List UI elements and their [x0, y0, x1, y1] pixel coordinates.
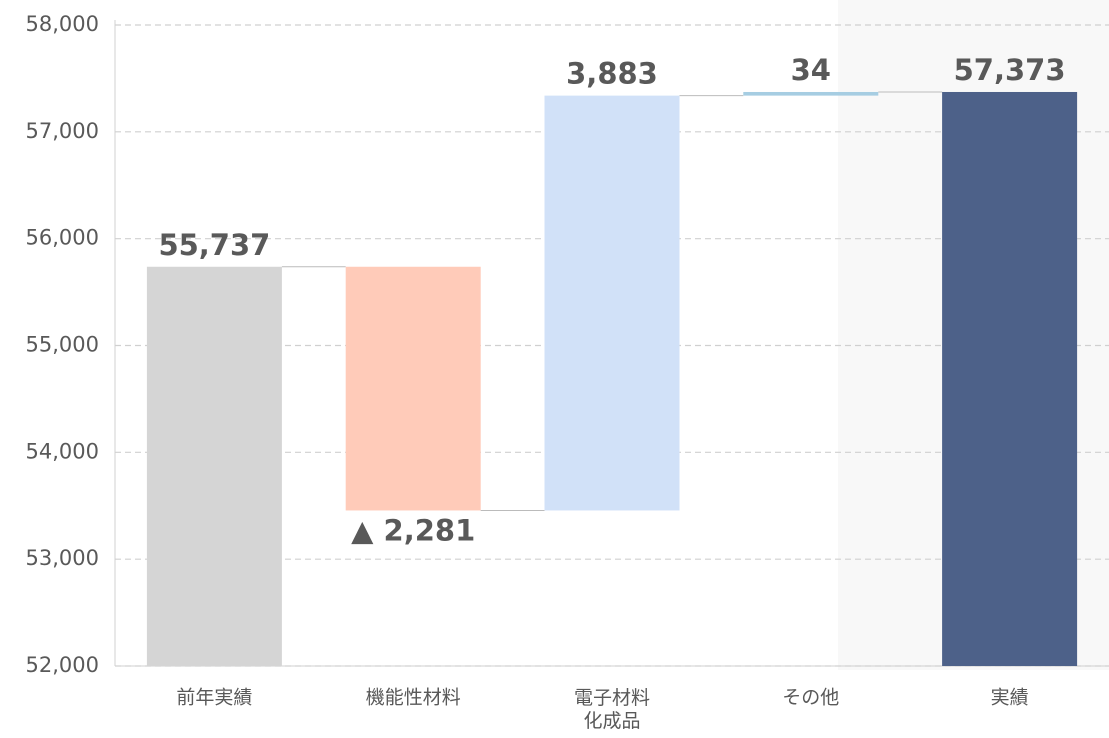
- y-tick-label: 52,000: [26, 653, 99, 677]
- bar: [345, 266, 481, 511]
- value-label: 3,883: [566, 57, 658, 91]
- value-label: ▲ 2,281: [351, 513, 475, 547]
- bar: [942, 91, 1078, 666]
- x-tick-label: 実績: [991, 687, 1029, 709]
- bar: [544, 95, 680, 511]
- bar: [743, 91, 879, 96]
- y-tick-label: 58,000: [26, 12, 99, 36]
- x-tick-label: 機能性材料: [366, 687, 461, 709]
- y-tick-label: 53,000: [26, 546, 99, 570]
- y-tick-label: 56,000: [26, 226, 99, 250]
- value-label: 34: [791, 53, 831, 87]
- x-tick-label: 電子材料化成品: [574, 687, 650, 732]
- x-tick-label: 前年実績: [176, 687, 252, 709]
- x-tick-label: その他: [782, 687, 839, 709]
- value-label: 57,373: [954, 53, 1066, 87]
- y-tick-label: 54,000: [26, 439, 99, 463]
- bar: [146, 266, 282, 666]
- value-label: 55,737: [158, 228, 270, 262]
- y-tick-label: 55,000: [26, 333, 99, 357]
- y-tick-label: 57,000: [26, 119, 99, 143]
